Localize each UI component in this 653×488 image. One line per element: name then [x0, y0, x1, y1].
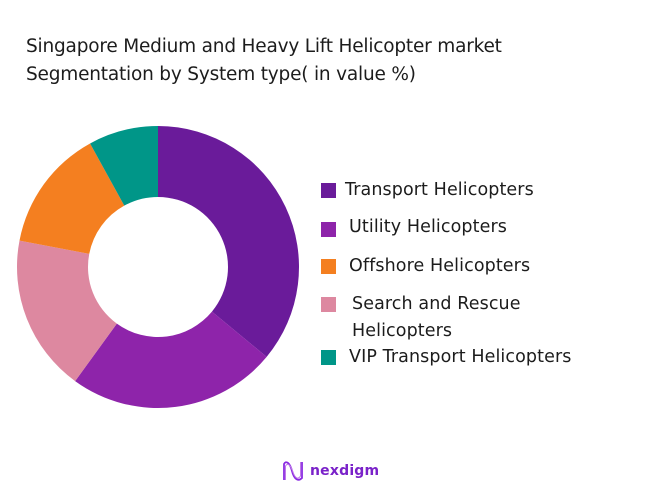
legend-label-vip-transport: VIP Transport Helicopters: [349, 347, 572, 367]
legend-swatch-transport: [321, 183, 336, 198]
donut-slice-search-and-rescue-helicopters: [16, 240, 117, 382]
chart-title: Singapore Medium and Heavy Lift Helicopt…: [26, 33, 502, 89]
legend-label-offshore: Offshore Helicopters: [349, 256, 531, 276]
legend-swatch-search-rescue: [321, 297, 336, 312]
legend-swatch-offshore: [321, 259, 336, 274]
donut-slice-utility-helicopters: [75, 311, 267, 408]
donut-slice-offshore-helicopters: [19, 143, 125, 254]
nexdigm-wave-icon: [283, 461, 303, 481]
nexdigm-logo: nexdigm: [282, 461, 379, 481]
legend-label-search-rescue-line-1: Search and Rescue: [352, 294, 521, 314]
donut-slice-transport-helicopters: [158, 126, 299, 357]
legend-swatch-utility: [321, 222, 336, 237]
chart-title-line-1: Singapore Medium and Heavy Lift Helicopt…: [26, 36, 502, 57]
donut-slices: [16, 126, 299, 408]
legend-label-search-rescue-line-2: Helicopters: [352, 321, 453, 341]
donut-slice-vip-transport-helicopters: [90, 126, 158, 206]
legend-label-transport: Transport Helicopters: [345, 180, 534, 200]
nexdigm-logo-text: nexdigm: [310, 463, 380, 479]
legend-swatch-vip-transport: [321, 350, 336, 365]
legend-label-utility: Utility Helicopters: [349, 217, 507, 237]
chart-title-line-2: Segmentation by System type( in value %): [26, 64, 416, 85]
